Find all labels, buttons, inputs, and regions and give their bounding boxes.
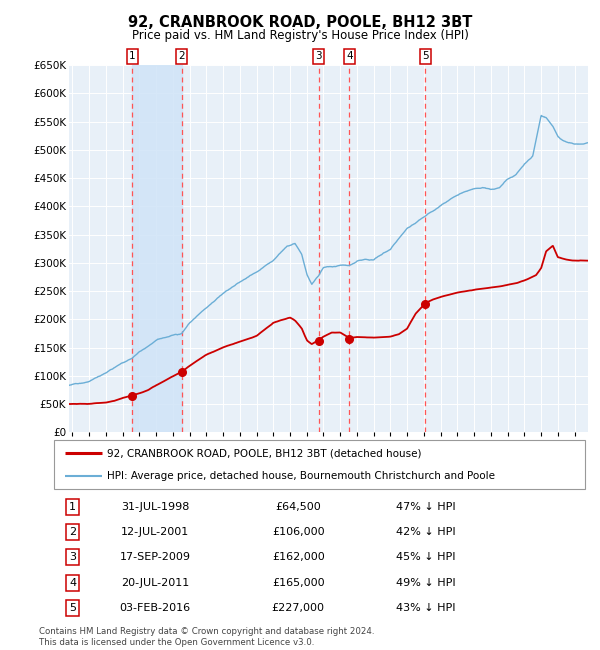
Text: 3: 3 <box>316 51 322 61</box>
Text: Contains HM Land Registry data © Crown copyright and database right 2024.
This d: Contains HM Land Registry data © Crown c… <box>39 627 374 647</box>
Text: 47% ↓ HPI: 47% ↓ HPI <box>396 502 455 512</box>
Text: £227,000: £227,000 <box>272 603 325 613</box>
Text: 4: 4 <box>346 51 353 61</box>
Text: 2: 2 <box>69 527 76 537</box>
Bar <box>132 65 182 432</box>
Text: 92, CRANBROOK ROAD, POOLE, BH12 3BT (detached house): 92, CRANBROOK ROAD, POOLE, BH12 3BT (det… <box>107 448 422 458</box>
Text: HPI: Average price, detached house, Bournemouth Christchurch and Poole: HPI: Average price, detached house, Bour… <box>107 471 495 480</box>
Text: 1: 1 <box>129 51 136 61</box>
Text: 49% ↓ HPI: 49% ↓ HPI <box>396 578 455 588</box>
Text: 2: 2 <box>178 51 185 61</box>
Text: £162,000: £162,000 <box>272 552 325 562</box>
Text: 5: 5 <box>422 51 429 61</box>
Text: 20-JUL-2011: 20-JUL-2011 <box>121 578 189 588</box>
Text: 42% ↓ HPI: 42% ↓ HPI <box>396 527 455 537</box>
Text: 17-SEP-2009: 17-SEP-2009 <box>119 552 190 562</box>
Text: 1: 1 <box>69 502 76 512</box>
FancyBboxPatch shape <box>54 440 585 489</box>
Text: 4: 4 <box>69 578 76 588</box>
Text: 43% ↓ HPI: 43% ↓ HPI <box>396 603 455 613</box>
Text: 45% ↓ HPI: 45% ↓ HPI <box>396 552 455 562</box>
Text: 12-JUL-2001: 12-JUL-2001 <box>121 527 189 537</box>
Text: 5: 5 <box>69 603 76 613</box>
Text: 3: 3 <box>69 552 76 562</box>
Text: 31-JUL-1998: 31-JUL-1998 <box>121 502 189 512</box>
Text: 03-FEB-2016: 03-FEB-2016 <box>119 603 190 613</box>
Text: £165,000: £165,000 <box>272 578 325 588</box>
Text: 92, CRANBROOK ROAD, POOLE, BH12 3BT: 92, CRANBROOK ROAD, POOLE, BH12 3BT <box>128 15 472 31</box>
Text: Price paid vs. HM Land Registry's House Price Index (HPI): Price paid vs. HM Land Registry's House … <box>131 29 469 42</box>
Text: £64,500: £64,500 <box>275 502 321 512</box>
Text: £106,000: £106,000 <box>272 527 325 537</box>
